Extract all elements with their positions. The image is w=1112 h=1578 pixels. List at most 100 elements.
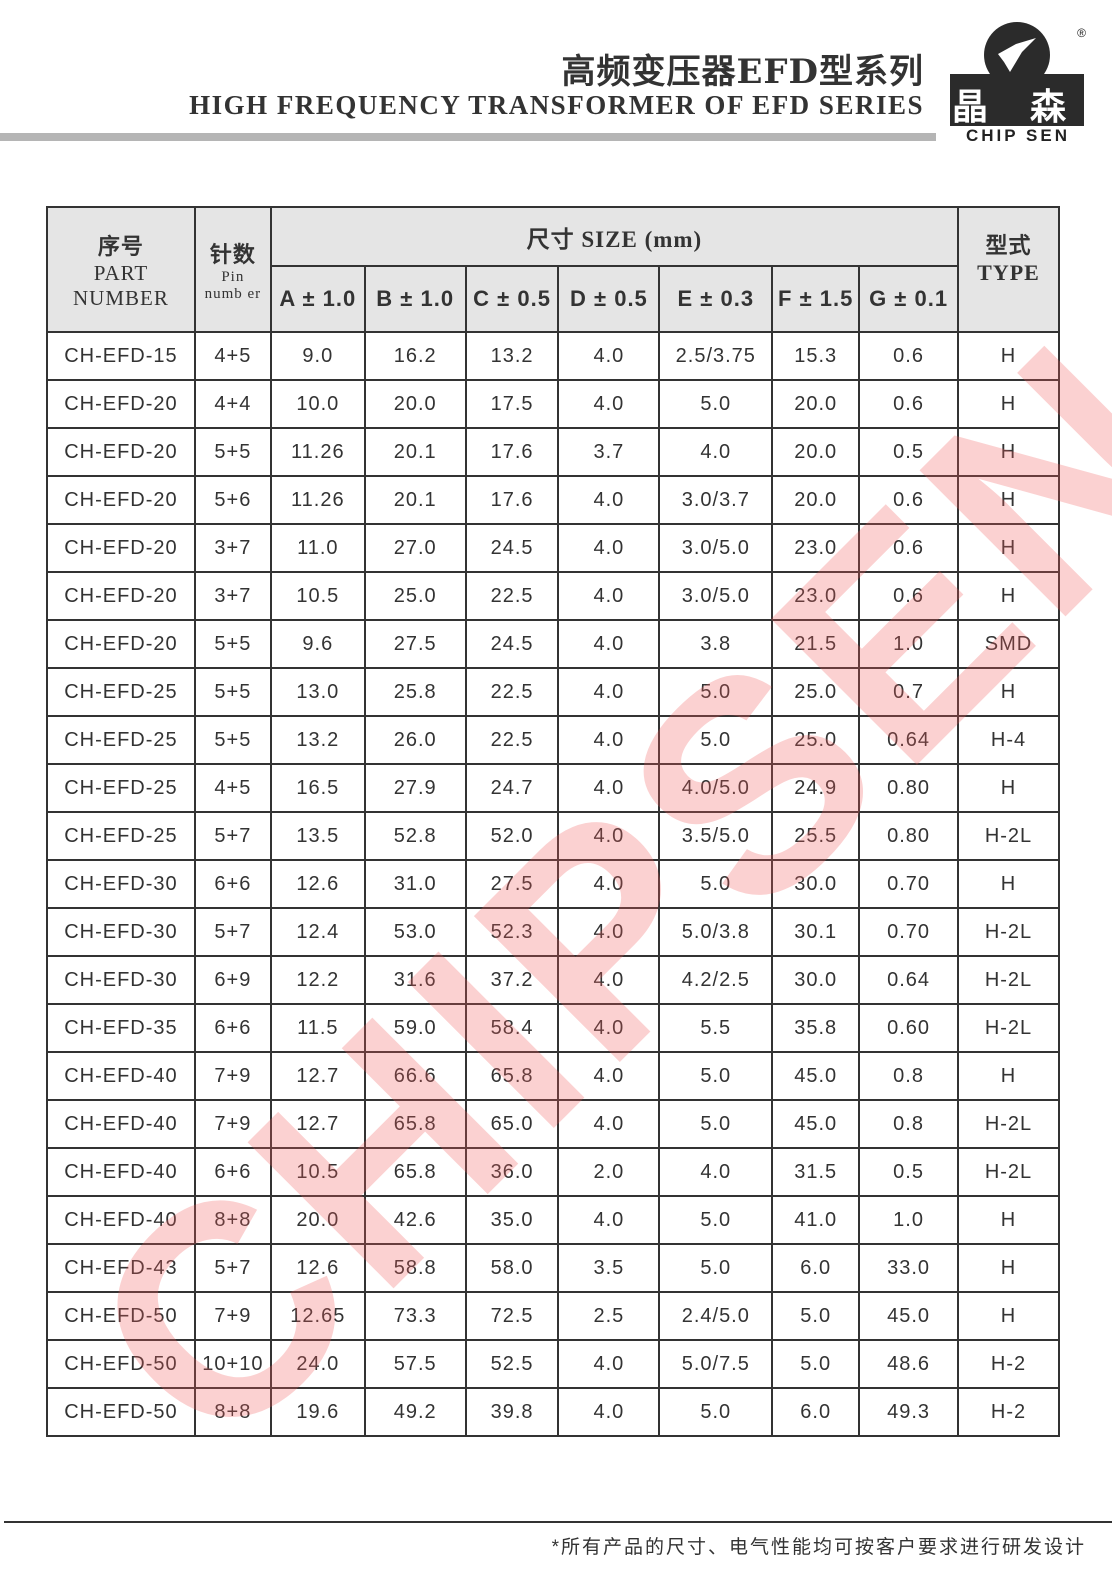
table-cell: H-4 bbox=[957, 715, 1060, 765]
table-cell: 27.0 bbox=[363, 523, 467, 573]
table-row: CH-EFD-30 6+9 12.2 31.6 37.2 4.0 4.2/2.5 30.0 0.… bbox=[46, 955, 1060, 1005]
table-cell: 5.0 bbox=[771, 1291, 861, 1341]
table-cell: 5+5 bbox=[193, 427, 272, 477]
table-cell: H bbox=[957, 571, 1060, 621]
table-cell: 13.0 bbox=[269, 667, 366, 717]
table-cell: 25.0 bbox=[363, 571, 467, 621]
table-cell: H-2L bbox=[957, 811, 1060, 861]
table-row: CH-EFD-20 3+7 11.0 27.0 24.5 4.0 3.0/5.0 23.0 0.… bbox=[46, 523, 1060, 573]
table-cell: 0.6 bbox=[858, 523, 960, 573]
table-cell: 5.0 bbox=[771, 1339, 861, 1389]
table-cell: 17.5 bbox=[464, 379, 560, 429]
table-cell: 3.0/3.7 bbox=[658, 475, 774, 525]
table-cell: 45.0 bbox=[771, 1099, 861, 1149]
table-cell: 2.5 bbox=[557, 1291, 661, 1341]
table-cell: CH-EFD-25 bbox=[46, 715, 196, 765]
table-cell: 52.3 bbox=[464, 907, 560, 957]
chipsen-logo: 晶 森 CHIP SEN ® bbox=[950, 22, 1086, 145]
header-dim: A ± 1.0 bbox=[269, 265, 366, 333]
table-cell: 0.5 bbox=[858, 427, 960, 477]
header-part-number: 序号 PART NUMBER bbox=[46, 206, 196, 333]
table-cell: SMD bbox=[957, 619, 1060, 669]
table-cell: 20.0 bbox=[771, 379, 861, 429]
table-cell: 3.7 bbox=[557, 427, 661, 477]
table-cell: 6+6 bbox=[193, 859, 272, 909]
table-cell: CH-EFD-50 bbox=[46, 1339, 196, 1389]
table-row: CH-EFD-50 10+10 24.0 57.5 52.5 4.0 5.0/7.5 5.0 4… bbox=[46, 1339, 1060, 1389]
table-cell: 25.0 bbox=[771, 715, 861, 765]
table-cell: 7+9 bbox=[193, 1291, 272, 1341]
table-cell: 12.7 bbox=[269, 1051, 366, 1101]
table-cell: 0.80 bbox=[858, 811, 960, 861]
table-cell: 57.5 bbox=[363, 1339, 467, 1389]
table-cell: 35.0 bbox=[464, 1195, 560, 1245]
table-cell: H bbox=[957, 475, 1060, 525]
table-cell: 0.64 bbox=[858, 955, 960, 1005]
table-cell: CH-EFD-40 bbox=[46, 1147, 196, 1197]
table-row: CH-EFD-40 6+6 10.5 65.8 36.0 2.0 4.0 31.5 0.5 H-2… bbox=[46, 1147, 1060, 1197]
table-cell: 12.2 bbox=[269, 955, 366, 1005]
table-cell: H bbox=[957, 523, 1060, 573]
table-cell: 0.8 bbox=[858, 1099, 960, 1149]
header-type-cn: 型式 bbox=[985, 232, 1032, 258]
table-cell: 4.0 bbox=[557, 667, 661, 717]
table-cell: CH-EFD-20 bbox=[46, 379, 196, 429]
table-cell: 25.5 bbox=[771, 811, 861, 861]
table-row: CH-EFD-30 5+7 12.4 53.0 52.3 4.0 5.0/3.8 30.1 0.… bbox=[46, 907, 1060, 957]
table-cell: 0.6 bbox=[858, 379, 960, 429]
header-part-en2: NUMBER bbox=[73, 285, 169, 310]
table-cell: 4.0 bbox=[557, 619, 661, 669]
table-cell: 6+6 bbox=[193, 1003, 272, 1053]
table-cell: 10.0 bbox=[269, 379, 366, 429]
table-cell: 3.5 bbox=[557, 1243, 661, 1293]
table-cell: 3.5/5.0 bbox=[658, 811, 774, 861]
table-cell: 65.0 bbox=[464, 1099, 560, 1149]
table-cell: 22.5 bbox=[464, 715, 560, 765]
table-cell: 4.0 bbox=[658, 1147, 774, 1197]
table-cell: 11.26 bbox=[269, 427, 366, 477]
table-row: CH-EFD-50 8+8 19.6 49.2 39.8 4.0 5.0 6.0 49.3 H-2 bbox=[46, 1387, 1060, 1437]
table-cell: 3+7 bbox=[193, 571, 272, 621]
logo-box bbox=[950, 74, 1084, 126]
table-cell: CH-EFD-30 bbox=[46, 955, 196, 1005]
table-cell: 33.0 bbox=[858, 1243, 960, 1293]
table-row: CH-EFD-15 4+5 9.0 16.2 13.2 4.0 2.5/3.75 15.3 0.… bbox=[46, 331, 1060, 381]
title-chinese: 高频变压器EFD型系列 bbox=[561, 52, 924, 92]
table-cell: 4.0 bbox=[557, 1339, 661, 1389]
header-size: 尺寸 SIZE (mm) bbox=[269, 206, 960, 267]
table-cell: H bbox=[957, 379, 1060, 429]
table-row: CH-EFD-20 4+4 10.0 20.0 17.5 4.0 5.0 20.0 0.6 H bbox=[46, 379, 1060, 429]
table-cell: 25.0 bbox=[771, 667, 861, 717]
table-cell: 16.2 bbox=[363, 331, 467, 381]
table-row: CH-EFD-35 6+6 11.5 59.0 58.4 4.0 5.5 35.8 0.60 H-… bbox=[46, 1003, 1060, 1053]
table-cell: 24.0 bbox=[269, 1339, 366, 1389]
table-cell: CH-EFD-50 bbox=[46, 1387, 196, 1437]
table-cell: H bbox=[957, 667, 1060, 717]
logo-check-icon bbox=[998, 38, 1036, 72]
table-cell: CH-EFD-35 bbox=[46, 1003, 196, 1053]
table-cell: 5+5 bbox=[193, 667, 272, 717]
table-cell: 10+10 bbox=[193, 1339, 272, 1389]
table-cell: 5.0 bbox=[658, 1387, 774, 1437]
table-row: CH-EFD-25 4+5 16.5 27.9 24.7 4.0 4.0/5.0 24.9 0.… bbox=[46, 763, 1060, 813]
table-cell: 24.5 bbox=[464, 619, 560, 669]
table-cell: 7+9 bbox=[193, 1099, 272, 1149]
table-cell: 4.0 bbox=[557, 523, 661, 573]
header-part-cn: 序号 bbox=[97, 233, 144, 259]
table-cell: 31.6 bbox=[363, 955, 467, 1005]
table-row: CH-EFD-20 5+6 11.26 20.1 17.6 4.0 3.0/3.7 20.0 0… bbox=[46, 475, 1060, 525]
table-cell: 7+9 bbox=[193, 1051, 272, 1101]
table-cell: 5.0 bbox=[658, 1051, 774, 1101]
table-cell: 8+8 bbox=[193, 1387, 272, 1437]
logo-chinese: 晶 森 bbox=[951, 86, 1082, 127]
table-row: CH-EFD-25 5+5 13.2 26.0 22.5 4.0 5.0 25.0 0.64 H-… bbox=[46, 715, 1060, 765]
table-cell: CH-EFD-20 bbox=[46, 523, 196, 573]
table-cell: 27.5 bbox=[464, 859, 560, 909]
table-cell: 4.0 bbox=[557, 331, 661, 381]
table-cell: H-2L bbox=[957, 1099, 1060, 1149]
table-cell: 17.6 bbox=[464, 427, 560, 477]
table-cell: 52.8 bbox=[363, 811, 467, 861]
header-pin-number: 针数 Pin numb er bbox=[193, 206, 272, 333]
table-cell: 3.8 bbox=[658, 619, 774, 669]
